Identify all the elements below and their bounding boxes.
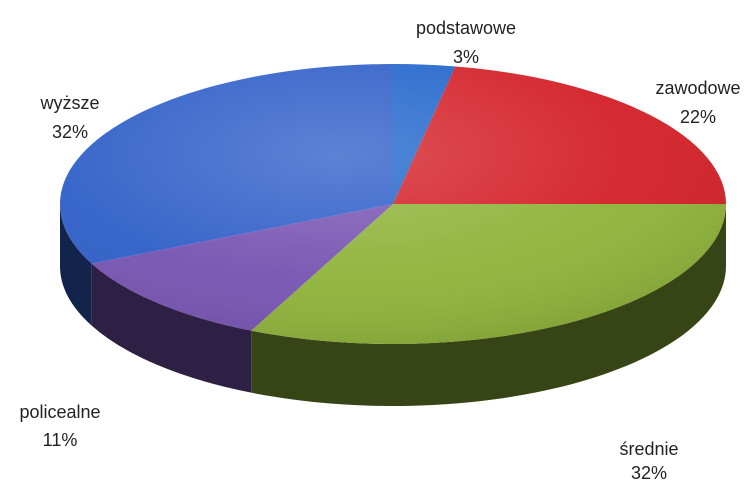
pie-side-srednie xyxy=(251,204,726,406)
label-zawodowe-value: 22% xyxy=(680,107,716,127)
label-policealne-value: 11% xyxy=(43,430,78,450)
label-srednie-name: średnie xyxy=(619,439,678,459)
label-srednie-value: 32% xyxy=(631,463,667,482)
label-zawodowe-name: zawodowe xyxy=(655,78,740,98)
pie-tops xyxy=(59,64,727,344)
label-wyzsze-name: wyższe xyxy=(39,93,99,113)
label-podstawowe-name: podstawowe xyxy=(416,18,516,38)
label-podstawowe-value: 3% xyxy=(453,47,479,67)
label-wyzsze-value: 32% xyxy=(52,122,88,142)
label-policealne-name: policealne xyxy=(19,402,100,422)
